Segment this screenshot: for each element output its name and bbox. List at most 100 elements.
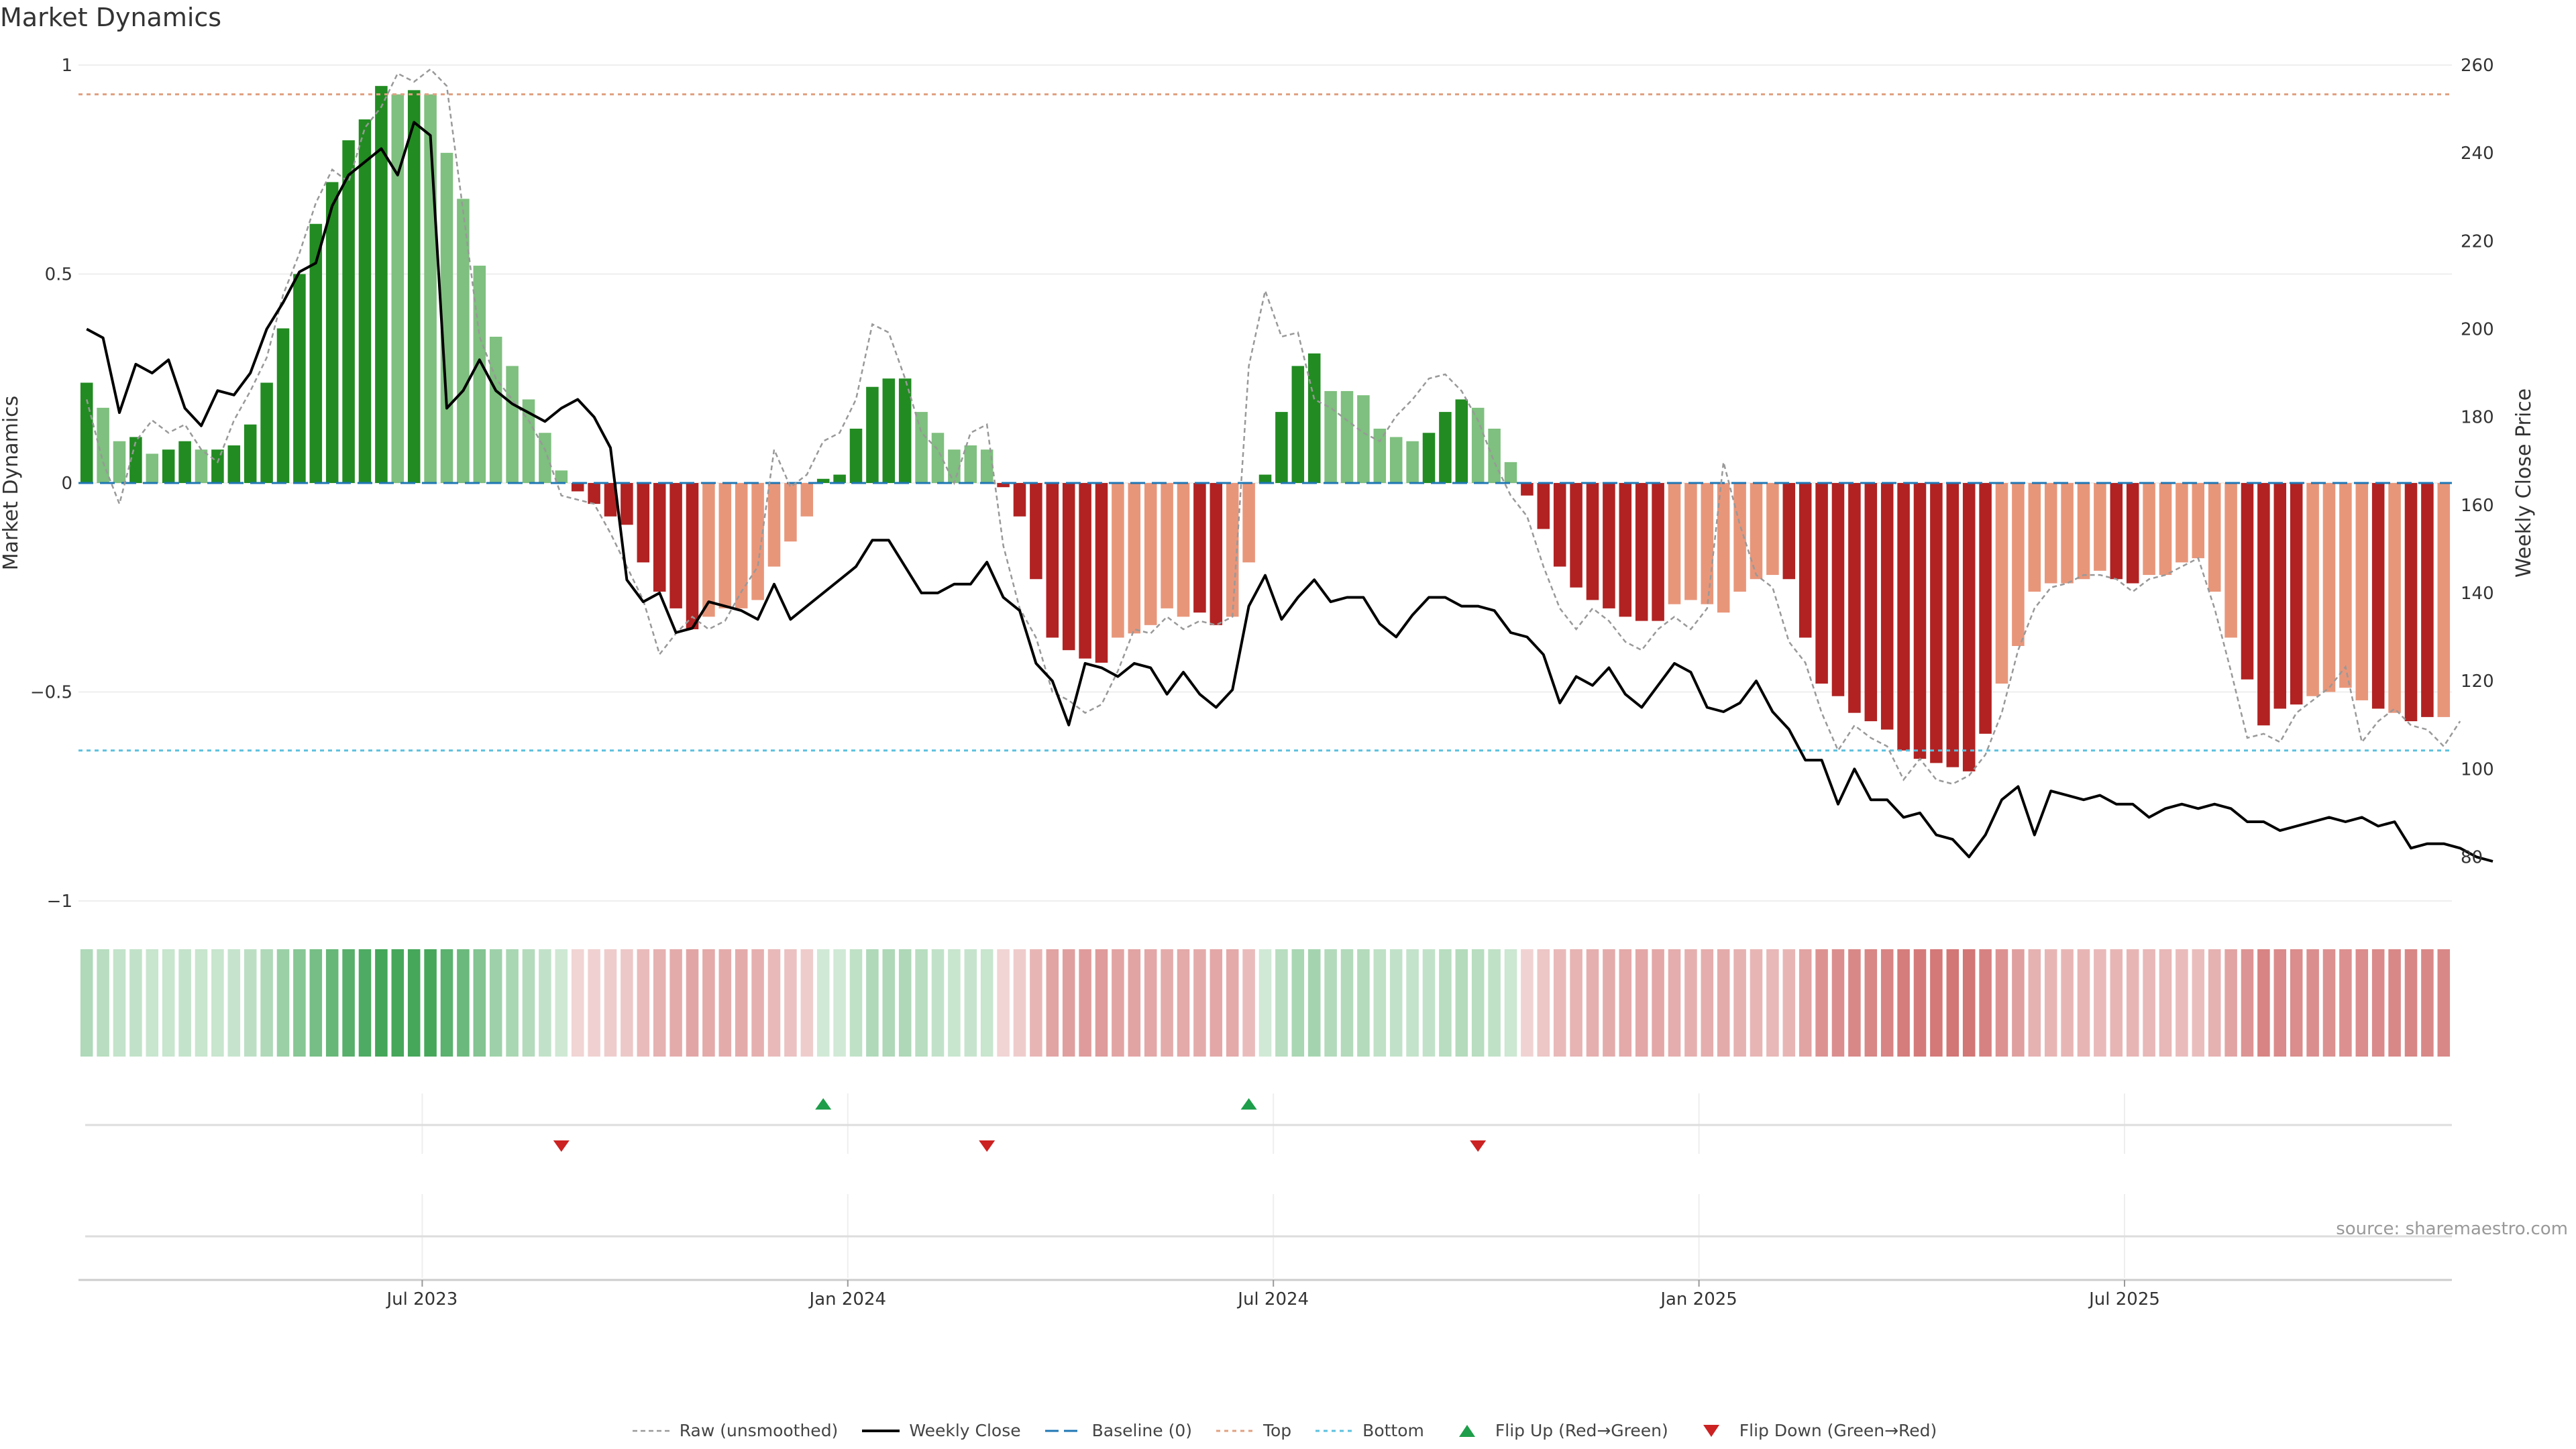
heat-cell: [816, 949, 830, 1057]
bar: [2159, 483, 2172, 576]
heat-cell: [1668, 949, 1681, 1057]
bar: [539, 433, 551, 483]
bar: [637, 483, 650, 563]
heat-cell: [588, 949, 600, 1057]
legend-label: Weekly Close: [909, 1421, 1021, 1440]
bar: [604, 483, 617, 517]
bar: [588, 483, 600, 504]
heat-cell: [915, 949, 928, 1057]
heat-cell: [2176, 949, 2188, 1057]
heat-cell: [964, 949, 977, 1057]
legend-item: Raw (unsmoothed): [631, 1421, 839, 1440]
heat-cell: [653, 949, 666, 1057]
bar: [2241, 483, 2254, 680]
heat-cell: [2044, 949, 2057, 1057]
legend-swatch: [1044, 1430, 1083, 1432]
chart-title: Market Dynamics: [0, 3, 222, 32]
heat-cell: [800, 949, 814, 1057]
flip-down-marker: [1470, 1140, 1487, 1152]
heat-cell: [669, 949, 682, 1057]
bar: [2388, 483, 2401, 713]
heat-cell: [325, 949, 339, 1057]
bar: [1275, 412, 1288, 483]
raw-series-line: [85, 68, 2461, 785]
bar: [2077, 483, 2090, 580]
bar: [1913, 483, 1927, 759]
bar: [571, 483, 584, 492]
bar: [1079, 483, 1091, 659]
legend-label: Raw (unsmoothed): [679, 1421, 839, 1440]
series-lines: [85, 68, 2493, 863]
bar: [2110, 483, 2123, 580]
bar: [964, 445, 977, 483]
heat-cell: [1439, 949, 1452, 1057]
y-right-tick-label: 260: [2461, 56, 2494, 76]
bar: [1144, 483, 1157, 625]
heat-cell: [833, 949, 846, 1057]
x-tick-label: Jul 2024: [1236, 1289, 1309, 1309]
heat-cell: [621, 949, 633, 1057]
bar: [1324, 390, 1337, 483]
heat-cell: [1897, 949, 1910, 1057]
heat-cell: [2241, 949, 2254, 1057]
heat-cell: [1210, 949, 1223, 1057]
y-tick-label: 1: [61, 56, 72, 76]
bar: [702, 483, 715, 617]
legend-swatch: [1216, 1430, 1254, 1432]
heat-cell: [375, 949, 388, 1057]
bar: [997, 483, 1010, 488]
legend-item: Flip Down (Green→Red): [1691, 1421, 1937, 1440]
y-tick-label: −0.5: [30, 683, 72, 703]
heat-cell: [1913, 949, 1927, 1057]
heat-cell: [1684, 949, 1697, 1057]
bar: [1046, 483, 1059, 638]
heat-cell: [1177, 949, 1190, 1057]
heat-cell: [1799, 949, 1812, 1057]
heat-cell: [260, 949, 273, 1057]
heat-cell: [1258, 949, 1272, 1057]
heat-cell: [686, 949, 699, 1057]
bar: [1357, 395, 1370, 483]
bar: [80, 382, 93, 483]
heat-cell: [1242, 949, 1255, 1057]
heat-cell: [2290, 949, 2303, 1057]
bar: [473, 266, 486, 483]
heat-cell: [1619, 949, 1632, 1057]
bar: [2143, 483, 2155, 576]
heat-cell: [1422, 949, 1436, 1057]
bar: [1307, 353, 1321, 483]
legend-item: Flip Up (Red→Green): [1447, 1421, 1668, 1440]
bar: [2257, 483, 2270, 726]
bar: [833, 474, 846, 483]
bar: [1112, 483, 1124, 638]
bar: [1782, 483, 1796, 580]
heat-cell: [2159, 949, 2172, 1057]
y-right-axis-label: Weekly Close Price: [2512, 388, 2536, 578]
bar: [948, 449, 961, 483]
legend-item: Weekly Close: [861, 1421, 1021, 1440]
bar: [1210, 483, 1223, 625]
y-right-tick-label: 220: [2461, 231, 2494, 252]
heat-cell: [637, 949, 650, 1057]
heat-cell: [244, 949, 257, 1057]
heat-cell: [1046, 949, 1059, 1057]
bar: [1586, 483, 1599, 600]
heat-cell: [1521, 949, 1534, 1057]
heat-cell: [2110, 949, 2123, 1057]
heat-cell: [1864, 949, 1878, 1057]
x-tick-label: Jul 2023: [385, 1289, 458, 1309]
bar: [1177, 483, 1190, 617]
heat-cell: [178, 949, 191, 1057]
heat-cell: [1144, 949, 1157, 1057]
heat-cell: [1733, 949, 1746, 1057]
bar: [735, 483, 748, 608]
heat-cell: [1930, 949, 1943, 1057]
bar: [2404, 483, 2418, 722]
reference-lines: [78, 93, 2452, 752]
heat-cell: [1979, 949, 1992, 1057]
heat-cell: [1635, 949, 1648, 1057]
heat-cell: [1766, 949, 1779, 1057]
bar: [555, 470, 568, 483]
heat-cell: [2028, 949, 2041, 1057]
